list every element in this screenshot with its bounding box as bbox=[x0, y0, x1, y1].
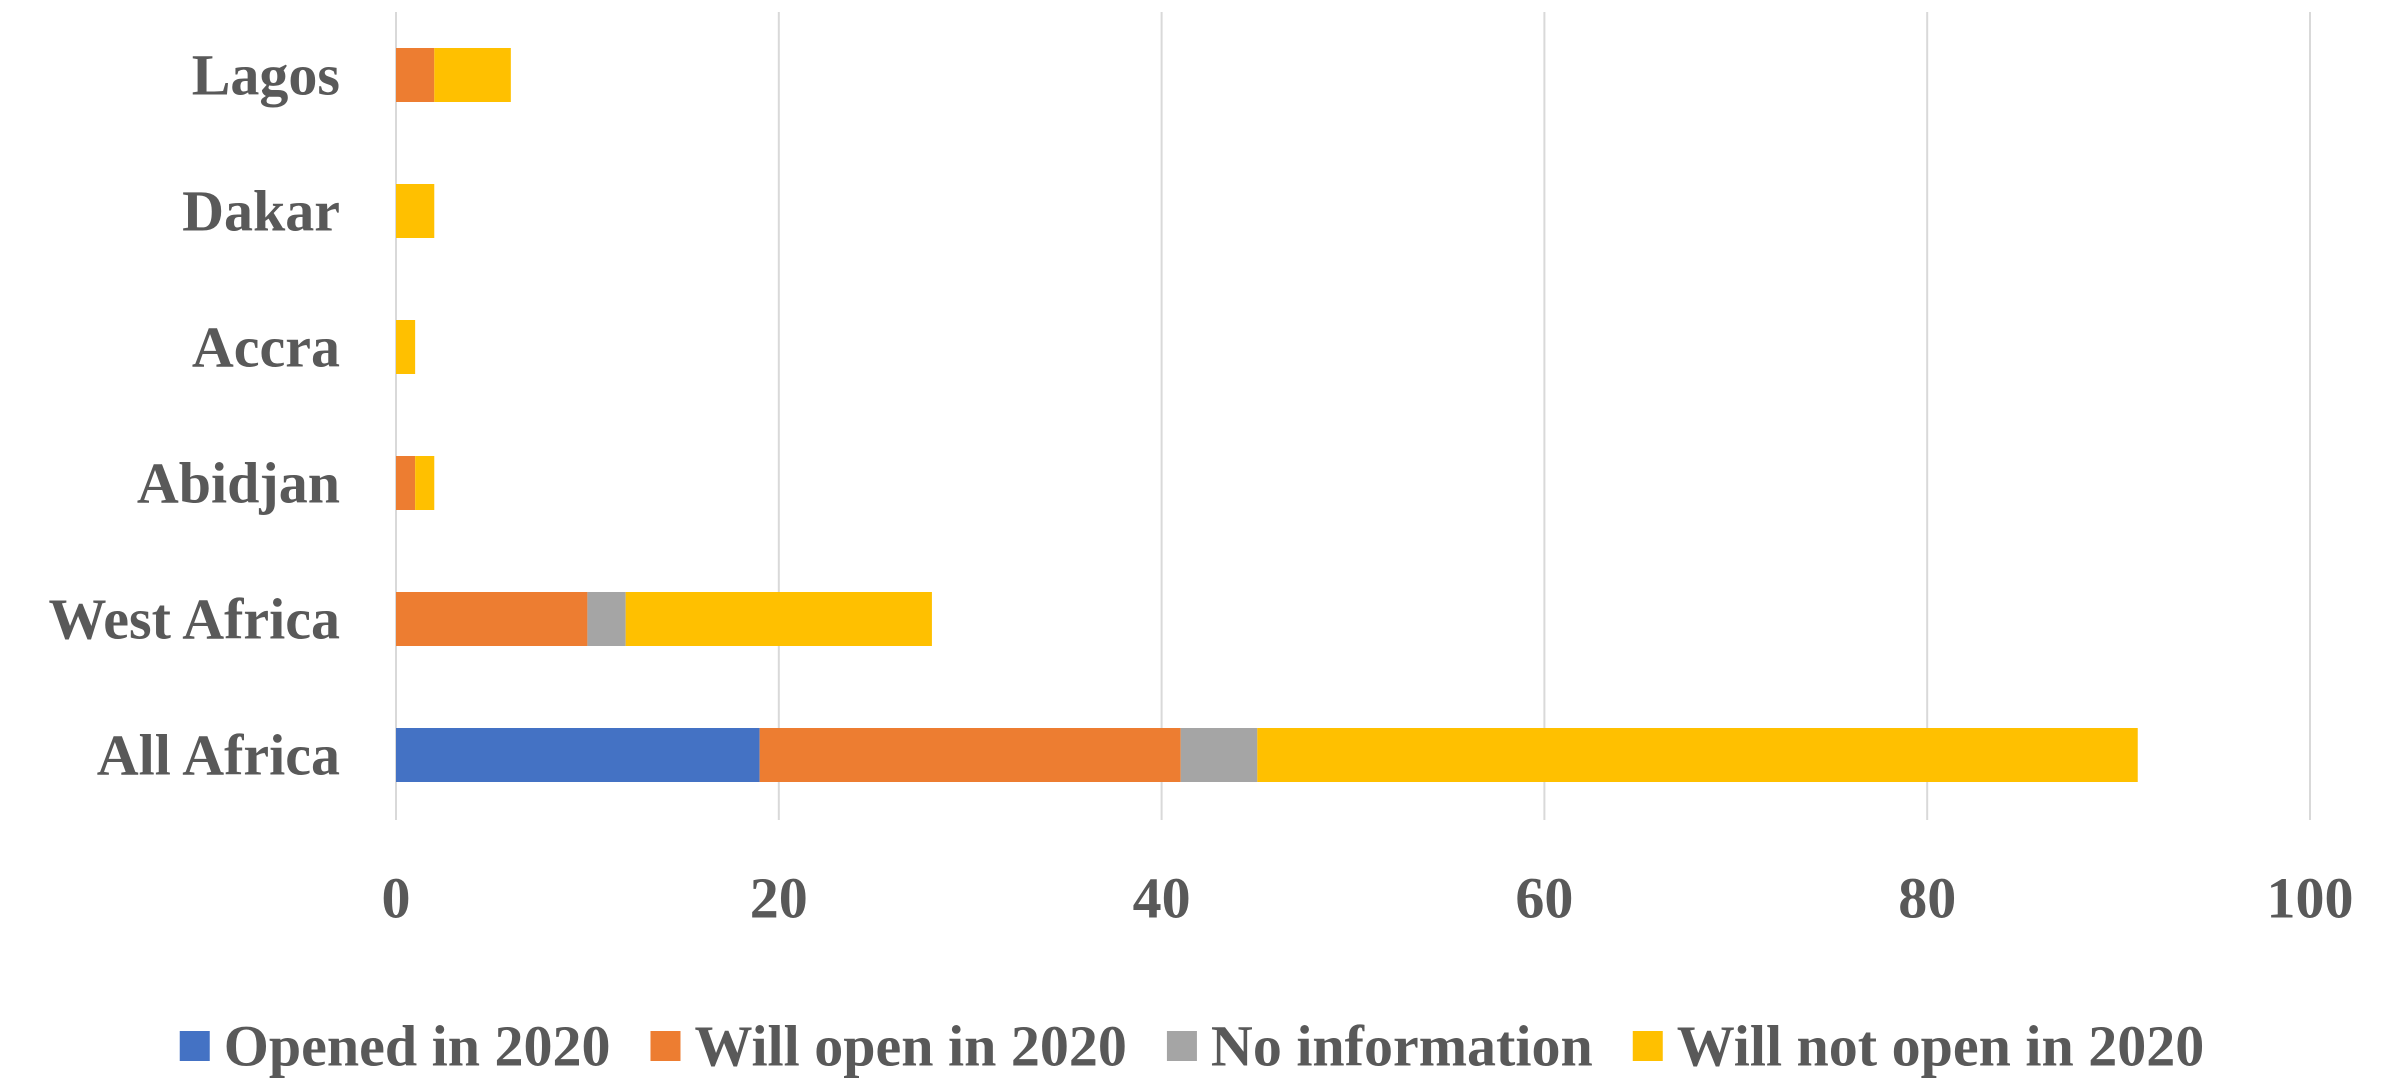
bars bbox=[396, 48, 2138, 782]
y-tick-label-dakar: Dakar bbox=[182, 179, 340, 244]
x-tick-label-40: 40 bbox=[1133, 866, 1191, 931]
bar-accra-will-not-open-in-2020 bbox=[396, 320, 416, 374]
legend-label-will-not-open-in-2020: Will not open in 2020 bbox=[1677, 1014, 2205, 1079]
x-tick-label-0: 0 bbox=[382, 866, 411, 931]
legend-item-opened-in-2020: Opened in 2020 bbox=[179, 1014, 611, 1079]
legend-item-will-not-open-in-2020: Will not open in 2020 bbox=[1632, 1014, 2205, 1079]
bar-all-africa-no-information bbox=[1180, 728, 1258, 782]
bar-abidjan-will-open-in-2020 bbox=[396, 456, 416, 510]
legend-label-no-information: No information bbox=[1211, 1014, 1593, 1079]
legend-label-will-open-in-2020: Will open in 2020 bbox=[694, 1014, 1126, 1079]
y-tick-label-lagos: Lagos bbox=[192, 43, 340, 108]
y-tick-label-abidjan: Abidjan bbox=[137, 451, 340, 516]
legend-item-will-open-in-2020: Will open in 2020 bbox=[650, 1014, 1127, 1079]
legend-item-no-information: No information bbox=[1166, 1014, 1593, 1079]
x-tick-label-20: 20 bbox=[750, 866, 808, 931]
x-axis-tick-labels: 0 20 40 60 80 100 bbox=[382, 866, 2354, 931]
x-tick-label-60: 60 bbox=[1515, 866, 1573, 931]
bar-lagos-will-open-in-2020 bbox=[396, 48, 435, 102]
bar-lagos-will-not-open-in-2020 bbox=[434, 48, 511, 102]
bar-west-africa-will-not-open-in-2020 bbox=[625, 592, 932, 646]
y-tick-label-accra: Accra bbox=[192, 315, 340, 380]
legend-swatch-will-not-open-in-2020 bbox=[1632, 1031, 1663, 1061]
bar-all-africa-will-open-in-2020 bbox=[759, 728, 1181, 782]
gridlines bbox=[395, 12, 2311, 820]
legend: Opened in 2020 Will open in 2020 No inform… bbox=[179, 1014, 2205, 1079]
bar-dakar-will-not-open-in-2020 bbox=[396, 184, 435, 238]
bar-abidjan-will-not-open-in-2020 bbox=[415, 456, 435, 510]
y-axis-labels: All Africa West Africa Abidjan Accra Dakar La… bbox=[48, 43, 340, 788]
legend-label-opened-in-2020: Opened in 2020 bbox=[224, 1014, 611, 1079]
legend-swatch-will-open-in-2020 bbox=[650, 1031, 681, 1061]
x-tick-label-80: 80 bbox=[1898, 866, 1956, 931]
y-tick-label-west-africa: West Africa bbox=[48, 587, 340, 652]
legend-swatch-opened-in-2020 bbox=[179, 1031, 210, 1061]
x-tick-label-100: 100 bbox=[2267, 866, 2354, 931]
bar-all-africa-opened-in-2020 bbox=[396, 728, 760, 782]
legend-swatch-no-information bbox=[1166, 1031, 1197, 1061]
bar-all-africa-will-not-open-in-2020 bbox=[1257, 728, 2138, 782]
bar-west-africa-no-information bbox=[587, 592, 626, 646]
y-tick-label-all-africa: All Africa bbox=[97, 723, 340, 788]
bar-west-africa-will-open-in-2020 bbox=[396, 592, 588, 646]
